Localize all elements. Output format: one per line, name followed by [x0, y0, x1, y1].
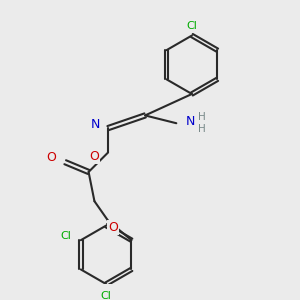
- Text: O: O: [89, 150, 99, 163]
- Text: H: H: [198, 124, 206, 134]
- Text: Cl: Cl: [60, 231, 71, 241]
- Text: Cl: Cl: [101, 291, 112, 300]
- Text: N: N: [91, 118, 100, 131]
- Text: Cl: Cl: [187, 21, 197, 31]
- Text: O: O: [108, 221, 118, 234]
- Text: H: H: [198, 112, 206, 122]
- Text: N: N: [186, 115, 195, 128]
- Text: O: O: [46, 151, 56, 164]
